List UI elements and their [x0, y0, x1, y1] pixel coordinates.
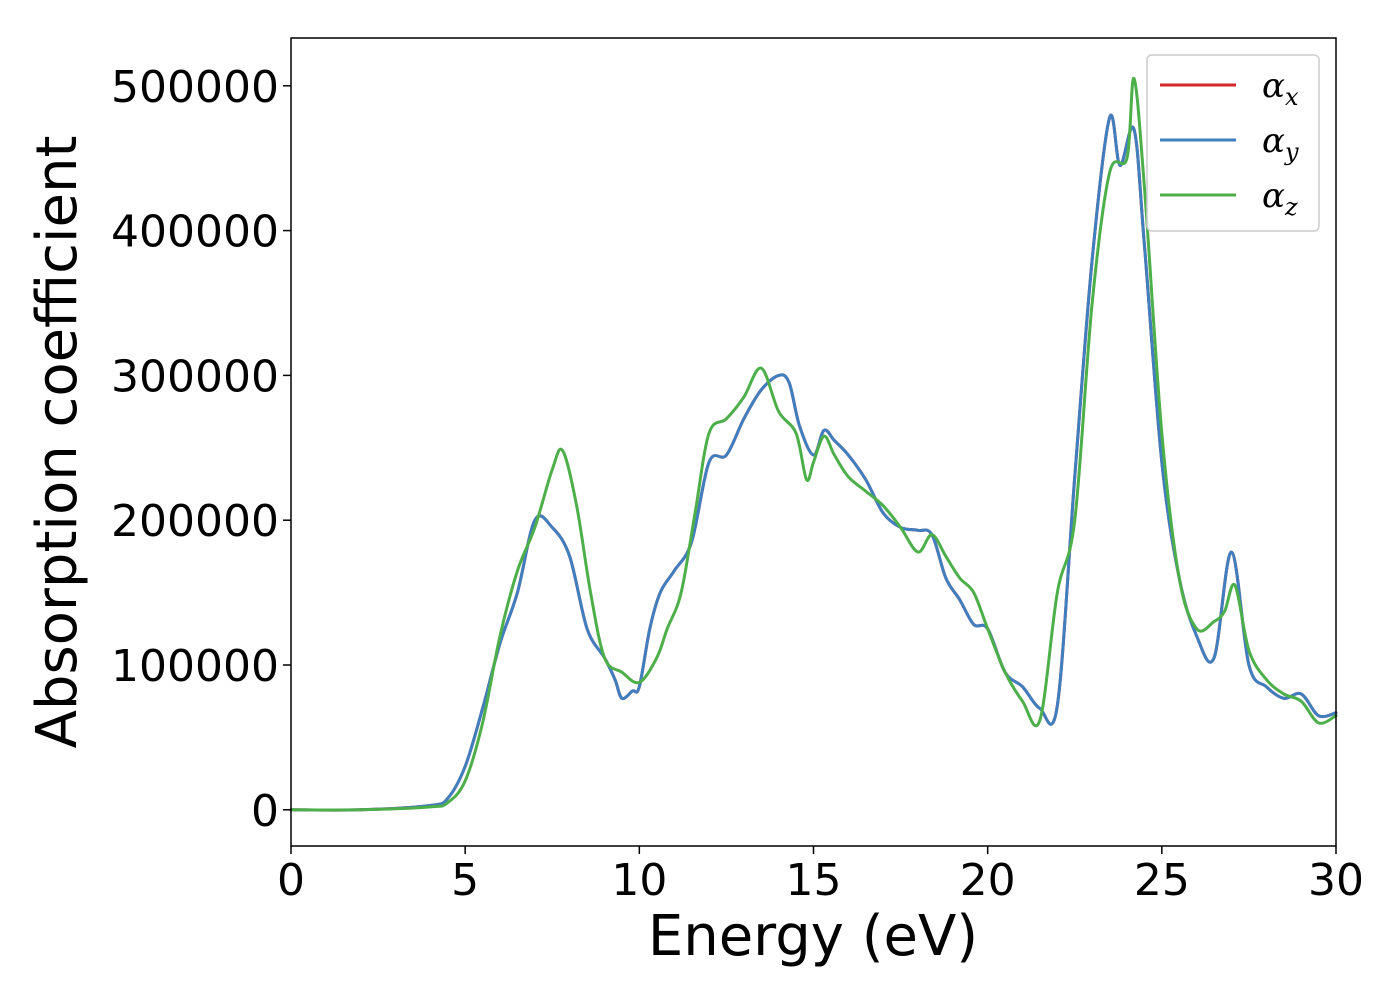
x-axis-title: Energy (eV)	[648, 904, 978, 969]
y-tick-label: 0	[251, 786, 279, 837]
plot-lines	[289, 77, 1338, 812]
legend-subscript: y	[1284, 138, 1299, 166]
y-axis: 0 100000 200000 300000 400000 500000	[111, 62, 291, 837]
x-tick-label: 5	[451, 855, 479, 906]
y-tick-label: 500000	[111, 62, 279, 113]
y-axis-title: Absorption coefficient	[25, 136, 90, 749]
legend-label-alpha-x: αx	[1262, 66, 1299, 111]
x-tick-label: 15	[786, 855, 842, 906]
legend-subscript: x	[1285, 83, 1299, 111]
x-tick-label: 25	[1134, 855, 1190, 906]
x-tick-label: 10	[611, 855, 667, 906]
x-axis: 0 5 10 15 20 25 30	[277, 846, 1364, 906]
legend-frame	[1146, 54, 1320, 232]
legend-label-alpha-y: αy	[1262, 121, 1299, 166]
y-tick-label: 200000	[111, 496, 279, 547]
legend-symbol: α	[1262, 121, 1285, 161]
legend-symbol: α	[1262, 66, 1285, 106]
series-line-alpha-y	[289, 113, 1338, 812]
y-tick-label: 400000	[111, 207, 279, 258]
legend-subscript: z	[1284, 193, 1298, 221]
legend-label-alpha-z: αz	[1262, 176, 1298, 221]
series-line-alpha-z	[289, 77, 1338, 812]
y-tick-label: 300000	[111, 351, 279, 402]
x-tick-label: 0	[277, 855, 305, 906]
x-tick-label: 30	[1308, 855, 1364, 906]
x-tick-label: 20	[960, 855, 1016, 906]
legend-symbol: α	[1262, 176, 1285, 216]
y-tick-label: 100000	[111, 641, 279, 692]
